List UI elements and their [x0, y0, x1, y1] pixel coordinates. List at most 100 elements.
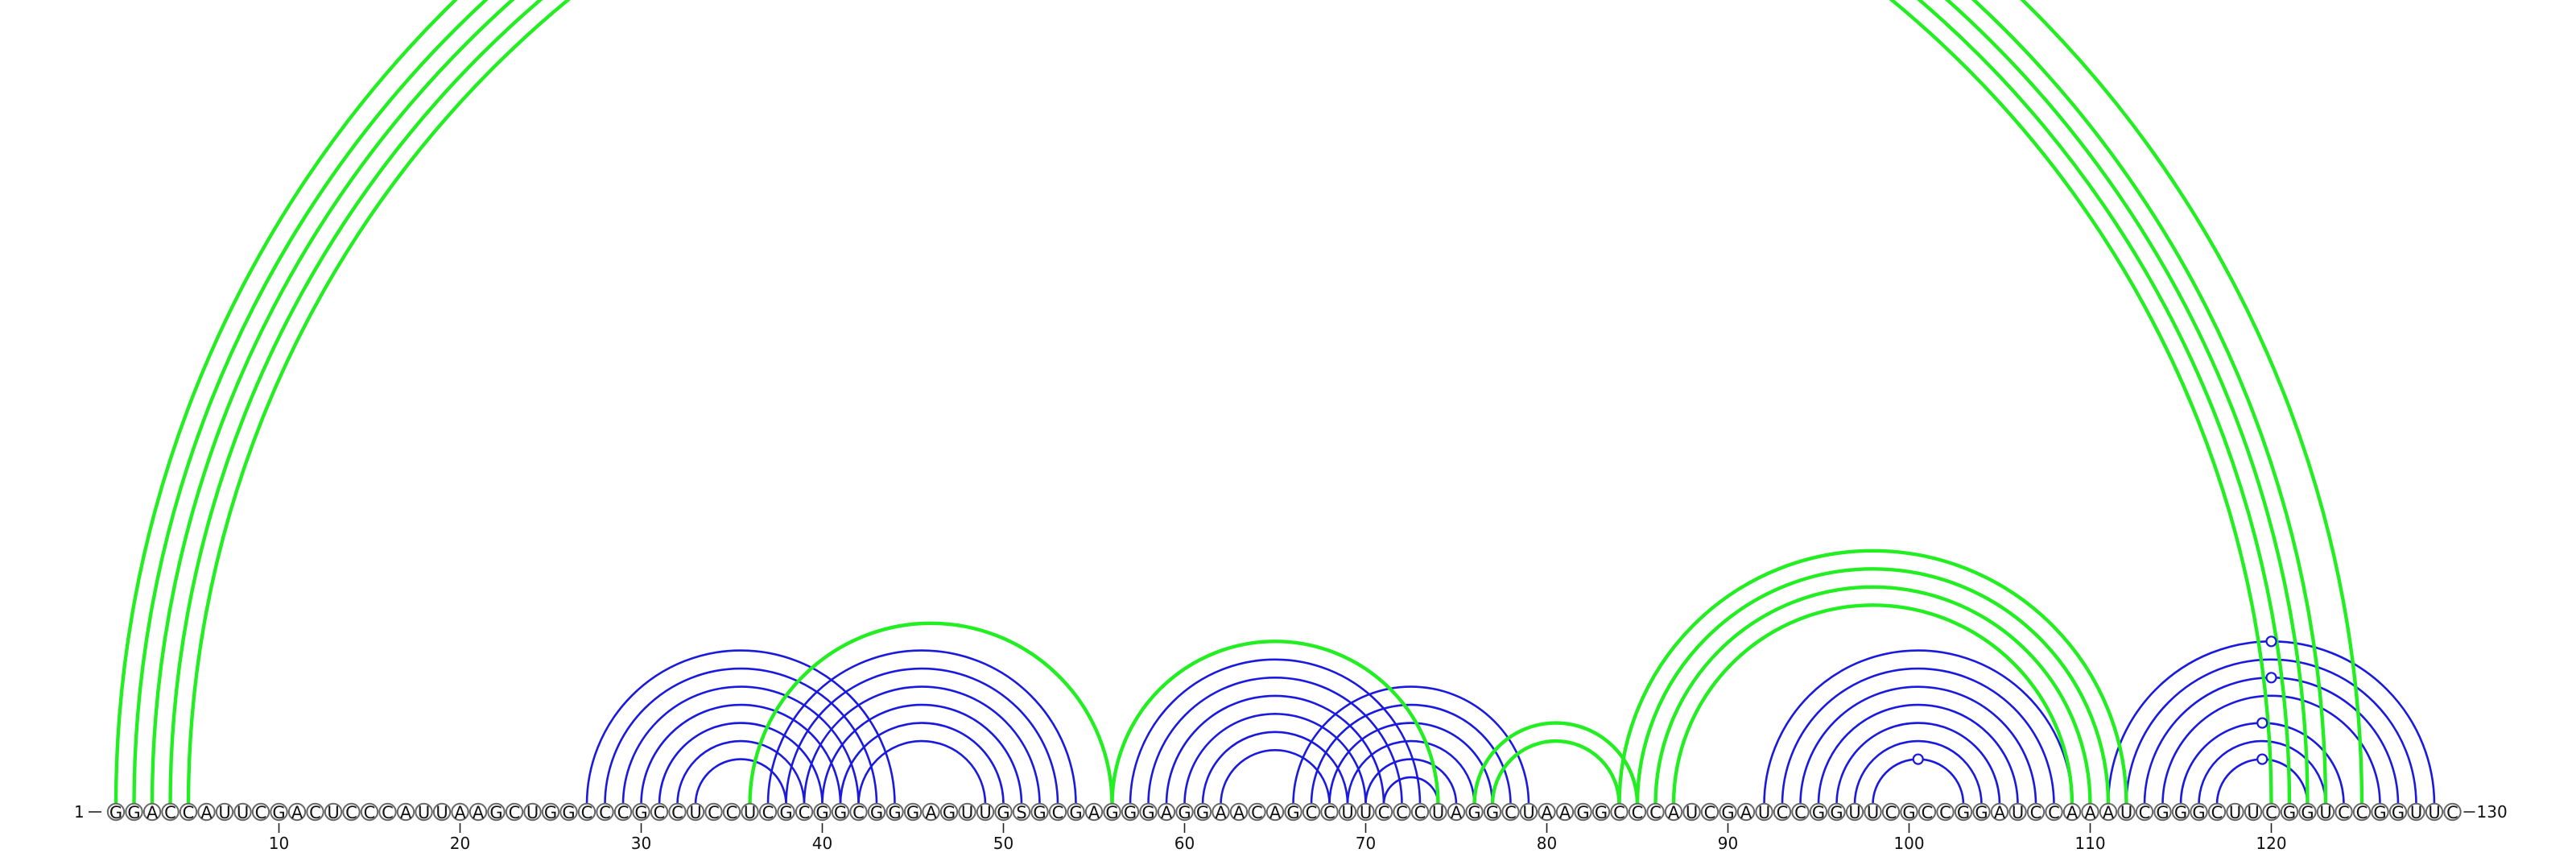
nucleotide: C: [2207, 802, 2227, 822]
nucleotide: G: [994, 802, 1013, 822]
nucleotide-letter: G: [906, 803, 919, 822]
blue-base-pair-arc: [1328, 722, 1494, 805]
green-base-pair-arc: [1472, 721, 1640, 805]
nucleotide-letter: C: [617, 803, 630, 822]
nucleotide-letter: C: [1704, 803, 1716, 822]
nucleotide: U: [1338, 802, 1357, 822]
nucleotide-letter: G: [2156, 803, 2169, 822]
nucleotide-circle: [360, 802, 379, 822]
nucleotide-circle: [1972, 802, 1991, 822]
nucleotide: U: [2425, 802, 2444, 822]
nucleotide: G: [1591, 802, 1611, 822]
nucleotide-letter: C: [1649, 803, 1662, 822]
nucleotide: G: [1139, 802, 1158, 822]
nucleotide-letter: S: [1016, 803, 1026, 822]
nucleotide: C: [1501, 802, 1520, 822]
nucleotide: A: [1736, 802, 1756, 822]
nucleotide-circle: [1067, 802, 1085, 822]
nucleotide-letter: C: [852, 803, 865, 822]
nucleotide-circle: [1483, 802, 1502, 822]
nucleotide: A: [287, 802, 307, 822]
nucleotide-circle: [559, 802, 578, 822]
nucleotide-letter: G: [2283, 803, 2296, 822]
nucleotide: C: [596, 802, 614, 822]
blue-base-pair-arc: [1310, 703, 1512, 805]
nucleotide-circle: [704, 802, 723, 822]
nucleotide-circle: [487, 802, 506, 822]
nucleotide: C: [2045, 802, 2063, 822]
nucleotide: C: [360, 802, 379, 822]
nucleotide: G: [2171, 802, 2190, 822]
nucleotide-letter: U: [1432, 803, 1444, 822]
nucleotide: G: [1121, 802, 1140, 822]
nucleotide-letter: G: [943, 803, 956, 822]
nucleotide: C: [1320, 802, 1339, 822]
nucleotide-letter: C: [183, 803, 195, 822]
nucleotide-letter: G: [997, 803, 1009, 822]
blue-base-pair-arc: [1763, 649, 2074, 805]
nucleotide: C: [613, 802, 633, 822]
nucleotide-circle: [1555, 802, 1575, 822]
green-base-pair-arc: [1635, 567, 2111, 805]
nucleotide-circle: [287, 802, 307, 822]
nucleotide-letter: U: [2319, 803, 2331, 822]
nucleotide-circle: [613, 802, 633, 822]
nucleotide-circle: [1791, 802, 1810, 822]
nucleotide-circle: [867, 802, 886, 822]
nucleotide-letter: G: [1033, 803, 1046, 822]
nucleotide-letter: A: [1740, 803, 1752, 822]
nucleotide-letter: U: [1867, 803, 1879, 822]
nucleotide-letter: C: [2338, 803, 2350, 822]
nucleotide-letter: G: [1975, 803, 1988, 822]
noncanonical-pair-marker: [2256, 753, 2268, 765]
nucleotide-letter: U: [526, 803, 539, 822]
nucleotide: U: [741, 802, 759, 822]
nucleotide-circle: [1229, 802, 1249, 822]
green-base-pair-arc: [1653, 585, 2092, 805]
nucleotide: A: [1084, 802, 1104, 822]
nucleotide-letter: G: [779, 803, 792, 822]
nucleotide-circle: [813, 802, 832, 822]
nucleotide-circle: [541, 802, 560, 822]
tick-label: 70: [1356, 834, 1376, 853]
nucleotide-letter: C: [599, 803, 611, 822]
nucleotide-letter: C: [1378, 803, 1390, 822]
nucleotide-letter: C: [1885, 803, 1897, 822]
nucleotide-circle: [1320, 802, 1339, 822]
blue-base-pair-arc: [1382, 776, 1439, 805]
nucleotide-letter: G: [870, 803, 883, 822]
nucleotide-circle: [197, 802, 216, 822]
nucleotide: U: [432, 802, 452, 822]
nucleotide-letter: A: [2084, 803, 2096, 822]
nucleotide: G: [903, 802, 923, 822]
nucleotide: A: [1157, 802, 1176, 822]
nucleotide: A: [2081, 802, 2099, 822]
nucleotide-letter: C: [2139, 803, 2151, 822]
blue-base-pair-arc: [1799, 685, 2037, 805]
nucleotide-circle: [1410, 802, 1430, 822]
nucleotide: C: [2262, 802, 2281, 822]
nucleotide-circle: [2407, 802, 2425, 822]
blue-base-pair-arc: [821, 703, 1023, 805]
nucleotide-letter: C: [1505, 803, 1517, 822]
nucleotide-circle: [1827, 802, 1846, 822]
nucleotide-circle: [215, 802, 234, 822]
nucleotide-letter: G: [544, 803, 557, 822]
nucleotide-letter: C: [2030, 803, 2042, 822]
nucleotide-circle: [1302, 802, 1321, 822]
nucleotide-circle: [1338, 802, 1357, 822]
tick-label: 100: [1893, 834, 1924, 853]
nucleotide-circle: [939, 802, 959, 822]
nucleotide-circle: [1773, 802, 1792, 822]
nucleotide-letter: C: [364, 803, 376, 822]
nucleotide: C: [1881, 802, 1901, 822]
nucleotide: A: [1212, 802, 1230, 822]
nucleotide-circle: [1864, 802, 1882, 822]
tick-label: 110: [2074, 834, 2105, 853]
nucleotide-letter: U: [1341, 803, 1353, 822]
nucleotide: A: [1664, 802, 1683, 822]
nucleotide: G: [541, 802, 560, 822]
nucleotide-letter: C: [345, 803, 357, 822]
